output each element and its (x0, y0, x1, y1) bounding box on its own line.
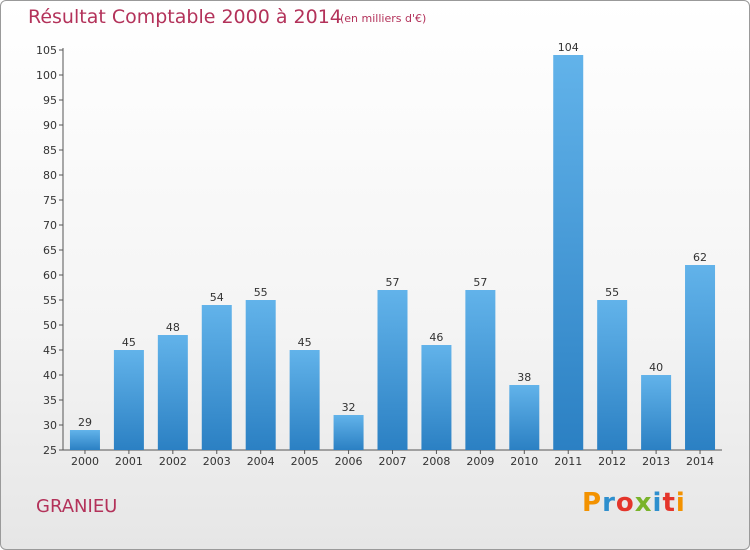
data-label-2006: 32 (342, 401, 356, 414)
y-tick-label: 50 (43, 319, 57, 332)
bar-2007 (377, 290, 408, 450)
bars: 29 45 48 54 55 45 32 57 46 57 38 104 55 40 62 (69, 41, 716, 450)
data-label-2014: 62 (693, 251, 707, 264)
x-tick-label-2013: 2013 (642, 455, 670, 468)
y-tick-label: 40 (43, 369, 57, 382)
logo-letter: i (675, 488, 686, 518)
bar-2014 (685, 265, 716, 450)
x-tick-label-2008: 2008 (422, 455, 450, 468)
x-tick-label-2005: 2005 (291, 455, 319, 468)
bar-2012 (597, 300, 628, 450)
data-label-2007: 57 (386, 276, 400, 289)
y-tick-label: 55 (43, 294, 57, 307)
y-tick-label: 60 (43, 269, 57, 282)
data-label-2002: 48 (166, 321, 180, 334)
chart-subtitle: (en milliers d'€) (340, 12, 427, 25)
data-label-2003: 54 (210, 291, 224, 304)
x-tick-label-2006: 2006 (335, 455, 363, 468)
y-tick-label: 85 (43, 144, 57, 157)
bar-2009 (465, 290, 496, 450)
data-label-2011: 104 (558, 41, 579, 54)
logo-letter: t (662, 488, 676, 518)
data-label-2009: 57 (473, 276, 487, 289)
y-tick-label: 95 (43, 94, 57, 107)
bar-2000 (69, 430, 100, 450)
bar-2001 (113, 350, 144, 450)
y-tick-label: 105 (36, 44, 57, 57)
x-tick-label-2000: 2000 (71, 455, 99, 468)
x-tick-label-2012: 2012 (598, 455, 626, 468)
data-label-2005: 45 (298, 336, 312, 349)
x-tick-label-2002: 2002 (159, 455, 187, 468)
bar-2004 (245, 300, 276, 450)
logo-letter: r (602, 488, 616, 518)
x-tick-label-2003: 2003 (203, 455, 231, 468)
data-label-2001: 45 (122, 336, 136, 349)
y-tick-label: 90 (43, 119, 57, 132)
commune-name: GRANIEU (36, 496, 118, 517)
bar-2010 (509, 385, 540, 450)
x-tick-label-2010: 2010 (510, 455, 538, 468)
y-tick-label: 70 (43, 219, 57, 232)
data-label-2013: 40 (649, 361, 663, 374)
y-tick-label: 45 (43, 344, 57, 357)
data-label-2012: 55 (605, 286, 619, 299)
y-tick-label: 30 (43, 419, 57, 432)
x-tick-label-2001: 2001 (115, 455, 143, 468)
x-tick-label-2014: 2014 (686, 455, 714, 468)
x-axis-ticks: 2000 2001 2002 2003 2004 2005 2006 2007 2008 2009… (71, 450, 714, 468)
bar-2008 (421, 345, 452, 450)
y-tick-label: 65 (43, 244, 57, 257)
bar-2003 (201, 305, 232, 450)
logo-letter: x (634, 488, 653, 518)
logo-letter: i (652, 488, 663, 518)
logo-letter: o (615, 488, 635, 518)
proxiti-logo: Proxiti (582, 488, 686, 518)
y-tick-label: 25 (43, 444, 57, 457)
y-tick-label: 80 (43, 169, 57, 182)
data-label-2008: 46 (429, 331, 443, 344)
bar-chart: 25 30 35 40 45 50 55 60 65 70 75 80 85 90 95 100 105 29 4… (36, 41, 722, 468)
data-label-2004: 55 (254, 286, 268, 299)
x-tick-label-2011: 2011 (554, 455, 582, 468)
bar-2005 (289, 350, 320, 450)
bar-2002 (157, 335, 188, 450)
y-tick-label: 100 (36, 69, 57, 82)
bar-2013 (641, 375, 672, 450)
y-tick-label: 75 (43, 194, 57, 207)
chart-title: Résultat Comptable 2000 à 2014 (28, 6, 342, 28)
y-axis-ticks: 25 30 35 40 45 50 55 60 65 70 75 80 85 90 95 100 105 (36, 44, 63, 457)
y-tick-label: 35 (43, 394, 57, 407)
x-tick-label-2007: 2007 (379, 455, 407, 468)
x-tick-label-2009: 2009 (466, 455, 494, 468)
logo-letter: P (582, 488, 603, 518)
data-label-2010: 38 (517, 371, 531, 384)
bar-2006 (333, 415, 364, 450)
data-label-2000: 29 (78, 416, 92, 429)
x-tick-label-2004: 2004 (247, 455, 275, 468)
bar-2011 (553, 55, 584, 450)
